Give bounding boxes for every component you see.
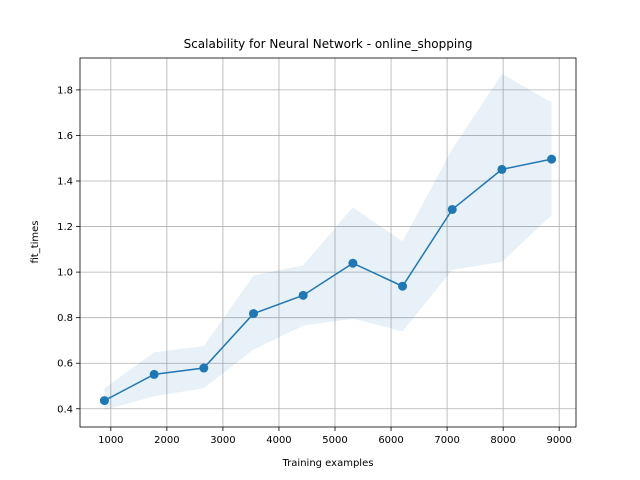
- data-points: [99, 154, 557, 406]
- y-tick-label: 1.0: [57, 268, 73, 279]
- grid: [80, 58, 576, 427]
- data-point: [149, 369, 159, 379]
- data-point: [99, 396, 109, 406]
- y-tick-label: 1.8: [57, 85, 73, 96]
- data-point: [348, 258, 358, 268]
- y-tick-label: 1.2: [57, 222, 73, 233]
- y-tick-label: 1.6: [57, 131, 73, 142]
- x-tick-label: 1000: [98, 435, 123, 446]
- data-point: [497, 164, 507, 174]
- series-line-layer: [104, 158, 552, 402]
- y-tick-label: 0.6: [57, 359, 73, 370]
- x-tick-label: 4000: [266, 435, 291, 446]
- series-line: [104, 158, 552, 402]
- x-tick-label: 3000: [210, 435, 235, 446]
- x-axis-ticks: 1000 2000 3000 4000 5000 6000 7000 8000 9000: [98, 427, 572, 446]
- x-tick-label: 6000: [378, 435, 403, 446]
- data-point: [298, 290, 308, 300]
- data-point: [249, 309, 259, 319]
- x-tick-label: 7000: [434, 435, 459, 446]
- x-axis-label: Training examples: [282, 458, 374, 469]
- y-tick-label: 0.8: [57, 313, 73, 324]
- x-tick-label: 2000: [154, 435, 179, 446]
- y-axis-ticks: 0.4 0.6 0.8 1.0 1.2 1.4 1.6 1.8: [57, 85, 80, 415]
- confidence-band-layer: [104, 73, 552, 410]
- data-point: [447, 204, 457, 214]
- data-point: [547, 154, 557, 164]
- confidence-band: [104, 73, 552, 410]
- data-point: [398, 281, 408, 291]
- x-tick-label: 8000: [490, 435, 515, 446]
- y-axis-label: fit_times: [30, 220, 41, 263]
- chart-title: Scalability for Neural Network - online_…: [184, 37, 473, 51]
- y-tick-label: 1.4: [57, 177, 73, 188]
- data-point: [199, 363, 209, 373]
- y-tick-label: 0.4: [57, 404, 73, 415]
- x-tick-label: 9000: [546, 435, 571, 446]
- plot-frame: [79, 57, 577, 428]
- x-tick-label: 5000: [322, 435, 347, 446]
